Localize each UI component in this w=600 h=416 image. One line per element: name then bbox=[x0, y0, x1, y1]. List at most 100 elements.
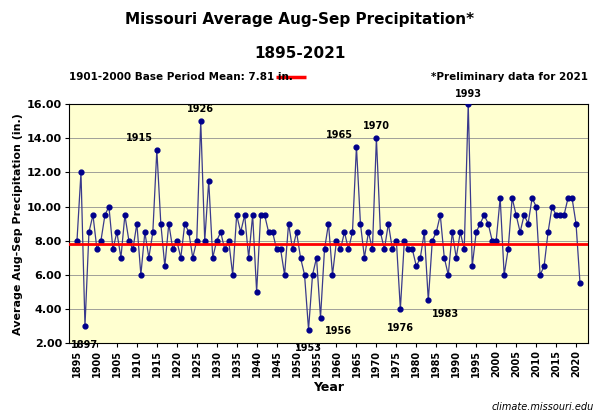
Point bbox=[400, 238, 409, 244]
Point bbox=[479, 212, 489, 218]
Point bbox=[252, 289, 262, 295]
Point bbox=[347, 229, 357, 235]
Point bbox=[344, 246, 353, 253]
Point bbox=[463, 101, 473, 107]
Point bbox=[108, 246, 118, 253]
Point bbox=[208, 255, 218, 261]
Text: 1897: 1897 bbox=[71, 340, 98, 350]
Point bbox=[356, 220, 365, 227]
Point bbox=[340, 229, 349, 235]
Point bbox=[148, 229, 158, 235]
Point bbox=[472, 229, 481, 235]
Point bbox=[292, 229, 301, 235]
Y-axis label: Average Aug-Sep Precipitation (in.): Average Aug-Sep Precipitation (in.) bbox=[13, 113, 23, 334]
Point bbox=[112, 229, 122, 235]
Text: 1915: 1915 bbox=[126, 133, 153, 143]
Point bbox=[312, 255, 322, 261]
Point bbox=[559, 212, 569, 218]
Point bbox=[272, 246, 281, 253]
Point bbox=[427, 238, 437, 244]
Point bbox=[308, 272, 317, 278]
Text: 1901-2000 Base Period Mean: 7.81 in.: 1901-2000 Base Period Mean: 7.81 in. bbox=[69, 72, 293, 82]
Point bbox=[571, 220, 581, 227]
Point bbox=[383, 220, 393, 227]
Text: 1895-2021: 1895-2021 bbox=[254, 46, 346, 61]
Point bbox=[180, 220, 190, 227]
Point bbox=[192, 238, 202, 244]
Point bbox=[132, 220, 142, 227]
Text: 1953: 1953 bbox=[295, 343, 322, 353]
Point bbox=[508, 195, 517, 201]
Point bbox=[296, 255, 305, 261]
Point bbox=[188, 255, 197, 261]
Point bbox=[332, 238, 341, 244]
Point bbox=[276, 246, 286, 253]
Point bbox=[531, 203, 541, 210]
Point bbox=[484, 220, 493, 227]
Text: climate.missouri.edu: climate.missouri.edu bbox=[492, 402, 594, 412]
Text: 1976: 1976 bbox=[387, 323, 414, 333]
Point bbox=[328, 272, 337, 278]
Point bbox=[160, 263, 170, 270]
Point bbox=[491, 238, 501, 244]
Text: *Preliminary data for 2021: *Preliminary data for 2021 bbox=[431, 72, 588, 82]
Point bbox=[511, 212, 521, 218]
Point bbox=[248, 212, 257, 218]
Point bbox=[439, 255, 449, 261]
Point bbox=[563, 195, 573, 201]
Point bbox=[280, 272, 289, 278]
Point bbox=[323, 220, 333, 227]
Point bbox=[120, 212, 130, 218]
Point bbox=[80, 323, 90, 329]
Point bbox=[216, 229, 226, 235]
Point bbox=[416, 255, 425, 261]
Point bbox=[84, 229, 94, 235]
Point bbox=[448, 229, 457, 235]
Point bbox=[352, 144, 361, 150]
Point bbox=[404, 246, 413, 253]
Point bbox=[176, 255, 185, 261]
Point bbox=[128, 246, 137, 253]
Point bbox=[503, 246, 513, 253]
Point bbox=[467, 263, 477, 270]
Point bbox=[196, 118, 206, 124]
Point bbox=[136, 272, 146, 278]
Point bbox=[72, 238, 82, 244]
Point bbox=[543, 229, 553, 235]
Point bbox=[364, 229, 373, 235]
Point bbox=[316, 314, 325, 321]
Point bbox=[172, 238, 182, 244]
Point bbox=[116, 255, 125, 261]
Point bbox=[88, 212, 98, 218]
Point bbox=[335, 246, 345, 253]
Point bbox=[567, 195, 577, 201]
Point bbox=[244, 255, 253, 261]
Point bbox=[220, 246, 229, 253]
Point bbox=[200, 238, 209, 244]
Point bbox=[232, 212, 241, 218]
Point bbox=[100, 212, 110, 218]
Point bbox=[551, 212, 561, 218]
Point bbox=[431, 229, 441, 235]
Point bbox=[539, 263, 549, 270]
Point bbox=[535, 272, 545, 278]
Point bbox=[443, 272, 453, 278]
Text: 1983: 1983 bbox=[432, 309, 460, 319]
Point bbox=[424, 297, 433, 304]
Point bbox=[395, 306, 405, 312]
Point bbox=[300, 272, 310, 278]
Point bbox=[152, 147, 161, 154]
Point bbox=[515, 229, 525, 235]
Point bbox=[419, 229, 429, 235]
Point bbox=[284, 220, 293, 227]
Point bbox=[156, 220, 166, 227]
Point bbox=[359, 255, 369, 261]
Point bbox=[523, 220, 533, 227]
Point bbox=[575, 280, 585, 287]
Point bbox=[240, 212, 250, 218]
Point bbox=[455, 229, 465, 235]
Point bbox=[104, 203, 114, 210]
Point bbox=[380, 246, 389, 253]
Point bbox=[256, 212, 265, 218]
Text: 1993: 1993 bbox=[455, 89, 482, 99]
